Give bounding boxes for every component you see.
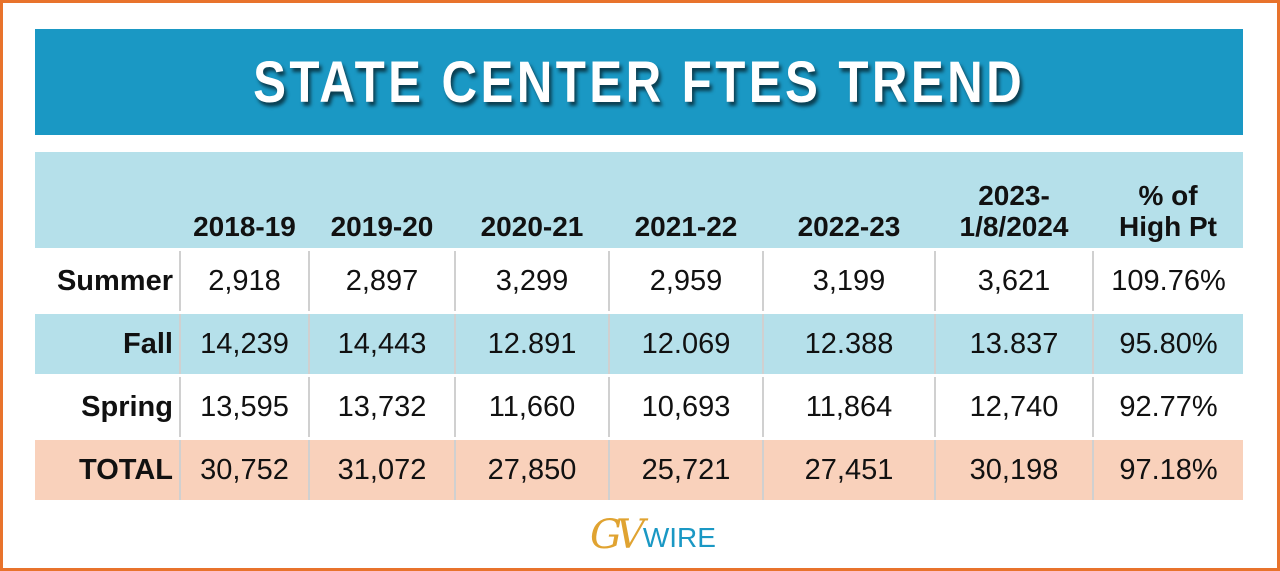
cell: 109.76% (1093, 248, 1243, 313)
logo: GV WIRE (590, 508, 716, 558)
row-label: Spring (35, 374, 181, 439)
cell: 2,918 (180, 248, 310, 313)
cell: 97.18% (1093, 437, 1243, 500)
row-label: Summer (35, 248, 181, 313)
header-cell: 2021-22 (609, 152, 763, 250)
cell: 27,850 (455, 437, 610, 500)
table-row: Summer 2,918 2,897 3,299 2,959 3,199 3,621 109.… (35, 248, 1243, 313)
cell: 12.891 (455, 311, 610, 376)
ftes-table: 2018-19 2019-20 2020-21 2021-22 2022-23 2023-… (35, 152, 1243, 500)
cell: 14,239 (180, 311, 310, 376)
cell: 10,693 (609, 374, 764, 439)
cell: 3,199 (763, 248, 936, 313)
title: STATE CENTER FTES TREND (252, 49, 1026, 115)
cell: 12.069 (609, 311, 764, 376)
cell: 27,451 (763, 437, 936, 500)
cell: 13.837 (935, 311, 1094, 376)
table-row: Fall 14,239 14,443 12.891 12.069 12.388 13.837… (35, 311, 1243, 376)
cell: 92.77% (1093, 374, 1243, 439)
cell: 13,595 (180, 374, 310, 439)
cell: 12.388 (763, 311, 936, 376)
cell: 11,864 (763, 374, 936, 439)
table-row: Spring 13,595 13,732 11,660 10,693 11,864 12,7… (35, 374, 1243, 439)
header-cell: 2018-19 (180, 152, 309, 250)
cell: 14,443 (309, 311, 456, 376)
cell: 11,660 (455, 374, 610, 439)
header-cell: 2020-21 (455, 152, 609, 250)
cell: 95.80% (1093, 311, 1243, 376)
cell: 25,721 (609, 437, 764, 500)
header-cell: 2019-20 (309, 152, 455, 250)
cell: 2,959 (609, 248, 764, 313)
cell: 31,072 (309, 437, 456, 500)
table-row: TOTAL 30,752 31,072 27,850 25,721 27,451 30,19… (35, 437, 1243, 500)
header-cell: 2022-23 (763, 152, 935, 250)
row-label: TOTAL (35, 437, 181, 500)
header-cell: % of High Pt (1093, 152, 1243, 250)
corner-cell (35, 152, 180, 250)
cell: 12,740 (935, 374, 1094, 439)
header-row: 2018-19 2019-20 2020-21 2021-22 2022-23 2023-… (35, 152, 1243, 250)
logo-mark: GV (590, 512, 645, 558)
cell: 3,621 (935, 248, 1094, 313)
header-cell: 2023- 1/8/2024 (935, 152, 1093, 250)
cell: 30,198 (935, 437, 1094, 500)
title-banner: STATE CENTER FTES TREND (35, 29, 1243, 135)
cell: 3,299 (455, 248, 610, 313)
cell: 2,897 (309, 248, 456, 313)
logo-text: WIRE (642, 522, 716, 553)
row-label: Fall (35, 311, 181, 376)
cell: 13,732 (309, 374, 456, 439)
cell: 30,752 (180, 437, 310, 500)
